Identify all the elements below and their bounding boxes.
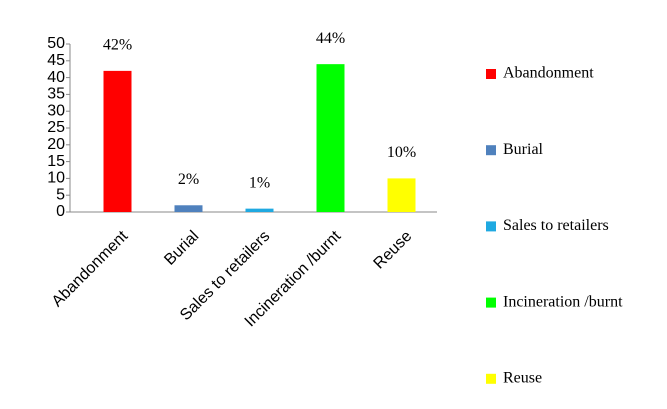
y-tick-label: 45 bbox=[47, 52, 65, 69]
y-tick-label: 30 bbox=[47, 102, 65, 119]
y-tick-label: 5 bbox=[56, 186, 65, 203]
legend-swatch bbox=[486, 69, 496, 79]
y-tick-label: 25 bbox=[47, 119, 65, 136]
bar bbox=[245, 208, 274, 212]
x-tick-label: Burial bbox=[161, 228, 202, 269]
legend-label: Abandonment bbox=[503, 65, 594, 82]
value-label: 44% bbox=[316, 30, 345, 47]
legend-swatch bbox=[486, 145, 496, 156]
bar bbox=[316, 64, 345, 212]
legend-label: Burial bbox=[503, 141, 544, 158]
legend-label: Reuse bbox=[503, 369, 542, 386]
y-tick-label: 0 bbox=[56, 203, 65, 220]
y-tick-label: 50 bbox=[47, 35, 65, 52]
x-tick-label: Reuse bbox=[371, 228, 416, 273]
legend-label: Sales to retailers bbox=[503, 217, 609, 234]
x-tick-label: Abandonment bbox=[49, 227, 132, 310]
bar bbox=[174, 205, 203, 212]
y-tick-label: 20 bbox=[47, 136, 65, 153]
bar bbox=[387, 178, 416, 212]
value-label: 10% bbox=[387, 144, 416, 161]
value-label: 42% bbox=[103, 37, 132, 54]
value-label: 2% bbox=[178, 171, 199, 188]
y-tick-label: 40 bbox=[47, 69, 65, 86]
bar bbox=[103, 70, 132, 212]
legend-swatch bbox=[486, 373, 496, 384]
y-tick-label: 15 bbox=[47, 153, 65, 170]
value-label: 1% bbox=[249, 174, 270, 191]
legend-label: Incineration /burnt bbox=[503, 293, 623, 310]
legend-swatch bbox=[486, 297, 496, 308]
legend-swatch bbox=[486, 221, 496, 232]
y-tick-label: 10 bbox=[47, 170, 65, 187]
y-tick-label: 35 bbox=[47, 86, 65, 103]
